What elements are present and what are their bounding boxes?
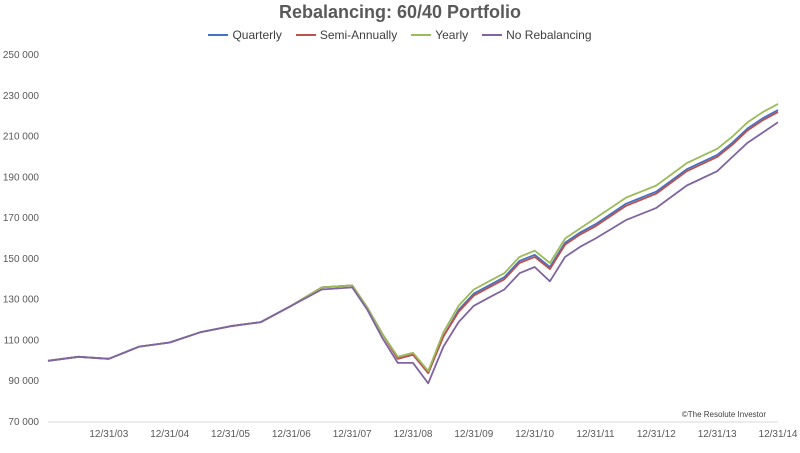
y-tick-label: 230 000 bbox=[3, 91, 40, 102]
legend-item-semi-annually: Semi-Annually bbox=[295, 28, 398, 42]
credit-annotation: ©The Resolute Investor bbox=[682, 410, 766, 419]
legend-swatch-quarterly bbox=[208, 34, 229, 36]
y-tick-label: 210 000 bbox=[3, 132, 40, 143]
x-tick-label: 12/31/07 bbox=[333, 429, 372, 440]
chart-legend: Quarterly Semi-Annually Yearly No Rebala… bbox=[0, 28, 800, 42]
legend-item-quarterly: Quarterly bbox=[208, 28, 282, 42]
x-tick-label: 12/31/14 bbox=[759, 429, 798, 440]
y-tick-label: 250 000 bbox=[3, 50, 40, 61]
legend-label-yearly: Yearly bbox=[435, 28, 469, 42]
x-tick-label: 12/31/10 bbox=[515, 429, 554, 440]
y-tick-label: 130 000 bbox=[3, 295, 40, 306]
x-tick-label: 12/31/03 bbox=[89, 429, 128, 440]
legend-label-no-rebalancing: No Rebalancing bbox=[506, 28, 592, 42]
legend-swatch-yearly bbox=[411, 34, 432, 36]
y-tick-label: 110 000 bbox=[4, 335, 40, 346]
x-tick-label: 12/31/06 bbox=[272, 429, 311, 440]
y-tick-label: 70 000 bbox=[8, 417, 39, 428]
x-tick-label: 12/31/09 bbox=[454, 429, 493, 440]
x-tick-label: 12/31/12 bbox=[637, 429, 676, 440]
series-lines bbox=[47, 103, 779, 385]
legend-label-quarterly: Quarterly bbox=[232, 28, 282, 42]
series-line-yearly bbox=[47, 103, 779, 372]
x-tick-label: 12/31/13 bbox=[698, 429, 737, 440]
x-axis-ticks: 12/31/03 12/31/04 12/31/05 12/31/06 12/31/07… bbox=[89, 429, 798, 440]
y-tick-label: 190 000 bbox=[3, 172, 40, 183]
legend-swatch-semi-annually bbox=[295, 34, 316, 36]
y-tick-label: 150 000 bbox=[3, 254, 40, 265]
series-line-no-rebalancing bbox=[47, 121, 779, 385]
legend-swatch-no-rebalancing bbox=[482, 34, 503, 36]
x-tick-label: 12/31/05 bbox=[211, 429, 250, 440]
y-axis-ticks: 70 000 90 000 110 000 130 000 150 000 170 000… bbox=[3, 50, 40, 428]
legend-item-yearly: Yearly bbox=[411, 28, 468, 42]
series-line-semi-annually bbox=[47, 111, 779, 375]
legend-label-semi-annually: Semi-Annually bbox=[319, 28, 398, 42]
x-tick-label: 12/31/08 bbox=[394, 429, 433, 440]
x-tick-label: 12/31/04 bbox=[150, 429, 189, 440]
x-tick-label: 12/31/11 bbox=[576, 429, 615, 440]
y-tick-label: 170 000 bbox=[3, 213, 40, 224]
legend-item-no-rebalancing: No Rebalancing bbox=[482, 28, 592, 42]
chart-title: Rebalancing: 60/40 Portfolio bbox=[278, 2, 522, 22]
series-line-quarterly bbox=[47, 109, 779, 375]
y-tick-label: 90 000 bbox=[8, 376, 39, 387]
